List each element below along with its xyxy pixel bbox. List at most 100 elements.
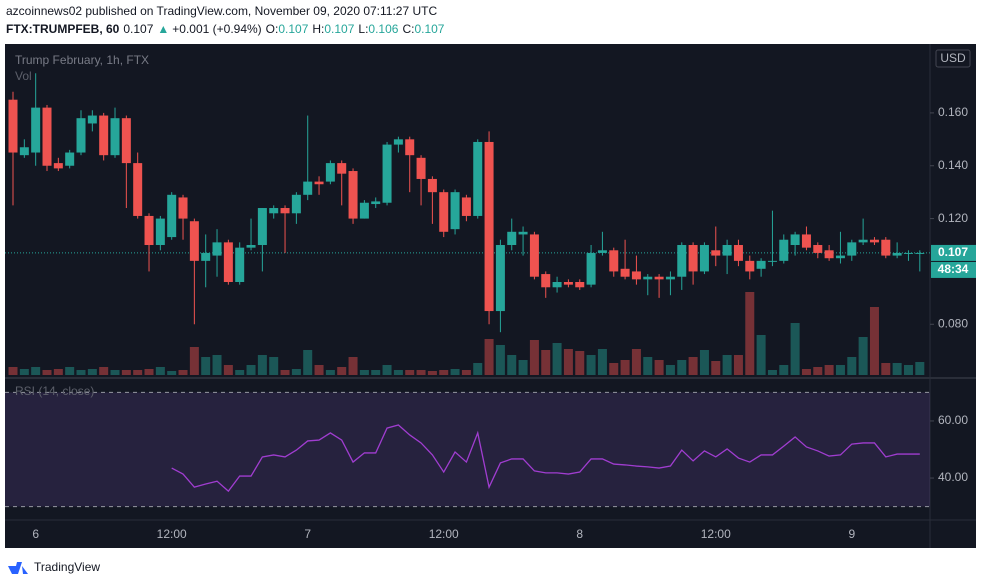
candle-body xyxy=(133,163,143,216)
volume-bar xyxy=(121,370,131,375)
volume-bar xyxy=(824,365,834,375)
volume-bar xyxy=(246,365,256,375)
candle-body xyxy=(484,141,494,312)
volume-bar xyxy=(8,367,18,375)
x-tick-label: 9 xyxy=(848,527,855,541)
volume-bar xyxy=(813,367,823,375)
candle-body xyxy=(314,181,324,185)
candle-body xyxy=(903,252,913,254)
candle-body xyxy=(76,118,86,153)
countdown-box xyxy=(931,261,976,278)
candle-body xyxy=(212,242,222,256)
volume-bar xyxy=(552,343,562,375)
candle-body xyxy=(337,163,347,174)
volume-bar xyxy=(665,365,675,375)
candle-body xyxy=(223,242,233,282)
volume-bar xyxy=(280,370,290,375)
volume-bar xyxy=(189,347,199,375)
candle-body xyxy=(609,250,619,272)
x-tick-label: 6 xyxy=(32,527,39,541)
volume-bar xyxy=(19,369,29,375)
candle-body xyxy=(178,197,188,219)
volume-bar xyxy=(518,360,528,375)
volume-bar xyxy=(371,370,381,375)
symbol: FTX:TRUMPFEB, 60 xyxy=(6,22,120,36)
candle-body xyxy=(495,245,505,312)
candle-body xyxy=(8,99,18,153)
x-tick-label: 12:00 xyxy=(701,527,731,541)
volume-bar xyxy=(790,323,800,375)
volume-bar xyxy=(31,367,41,375)
candle-body xyxy=(756,260,766,269)
volume-bar xyxy=(858,337,868,375)
candle-body xyxy=(371,201,381,205)
candle-body xyxy=(847,242,857,256)
currency: USD xyxy=(940,51,966,65)
candle-body xyxy=(144,215,154,246)
volume-bar xyxy=(212,355,222,375)
publisher-line: azcoinnews02 published on TradingView.co… xyxy=(6,4,437,18)
candle-body xyxy=(915,252,925,254)
chart-title: Trump February, 1h, FTX xyxy=(15,53,149,67)
candle-body xyxy=(733,245,743,261)
candle-body xyxy=(405,139,415,156)
last-price-label: 0.107 xyxy=(938,245,968,259)
rsi-band-fill xyxy=(5,392,930,507)
volume-bar xyxy=(495,345,505,375)
volume-bar xyxy=(450,369,460,375)
volume-bar xyxy=(42,370,52,375)
candle-body xyxy=(359,202,369,219)
volume-bar xyxy=(869,307,879,375)
volume-bar xyxy=(779,365,789,375)
y-tick-label: 0.120 xyxy=(938,211,968,225)
candle-body xyxy=(835,255,845,259)
volume-bar xyxy=(382,365,392,375)
volume-bar xyxy=(847,357,857,375)
volume-bar xyxy=(393,370,403,375)
candle-body xyxy=(427,178,437,193)
volume-bar xyxy=(303,350,313,375)
candle-body xyxy=(722,245,732,256)
volume-bar xyxy=(654,360,664,375)
volume-bar xyxy=(325,370,335,375)
volume-bar xyxy=(733,355,743,375)
ohlc-label: L: xyxy=(358,22,368,36)
volume-bar xyxy=(144,369,154,375)
volume-bar xyxy=(76,370,86,375)
volume-bar xyxy=(756,335,766,375)
volume-bar xyxy=(269,357,279,375)
candle-body xyxy=(65,152,75,166)
volume-bar xyxy=(133,370,143,375)
volume-bar xyxy=(201,357,211,375)
candle-body xyxy=(869,239,879,243)
volume-bar xyxy=(609,363,619,375)
candle-body xyxy=(303,181,313,195)
volume-bar xyxy=(337,367,347,375)
volume-bar xyxy=(507,355,517,375)
volume-bar xyxy=(178,370,188,375)
last-price-box xyxy=(931,244,976,261)
ohlc-label: C: xyxy=(402,22,414,36)
volume-bar xyxy=(722,355,732,375)
candle-body xyxy=(631,271,641,280)
candle-body xyxy=(189,221,199,261)
candle-body xyxy=(779,239,789,261)
volume-bar xyxy=(597,349,607,375)
volume-bar xyxy=(881,363,891,375)
y-tick-label: 0.160 xyxy=(938,105,968,119)
candle-body xyxy=(665,276,675,280)
candle-body xyxy=(382,144,392,203)
candle-body xyxy=(53,163,63,169)
brand[interactable]: TradingView xyxy=(34,560,100,574)
ohlc-label: O: xyxy=(266,22,279,36)
candle-body xyxy=(575,281,585,288)
candle-body xyxy=(235,247,245,282)
volume-bar xyxy=(643,357,653,375)
volume-bar xyxy=(915,362,925,375)
volume-bar xyxy=(484,339,494,375)
volume-bar xyxy=(167,371,177,375)
candle-body xyxy=(439,192,449,232)
volume-bar xyxy=(586,355,596,375)
candle-body xyxy=(348,171,358,219)
